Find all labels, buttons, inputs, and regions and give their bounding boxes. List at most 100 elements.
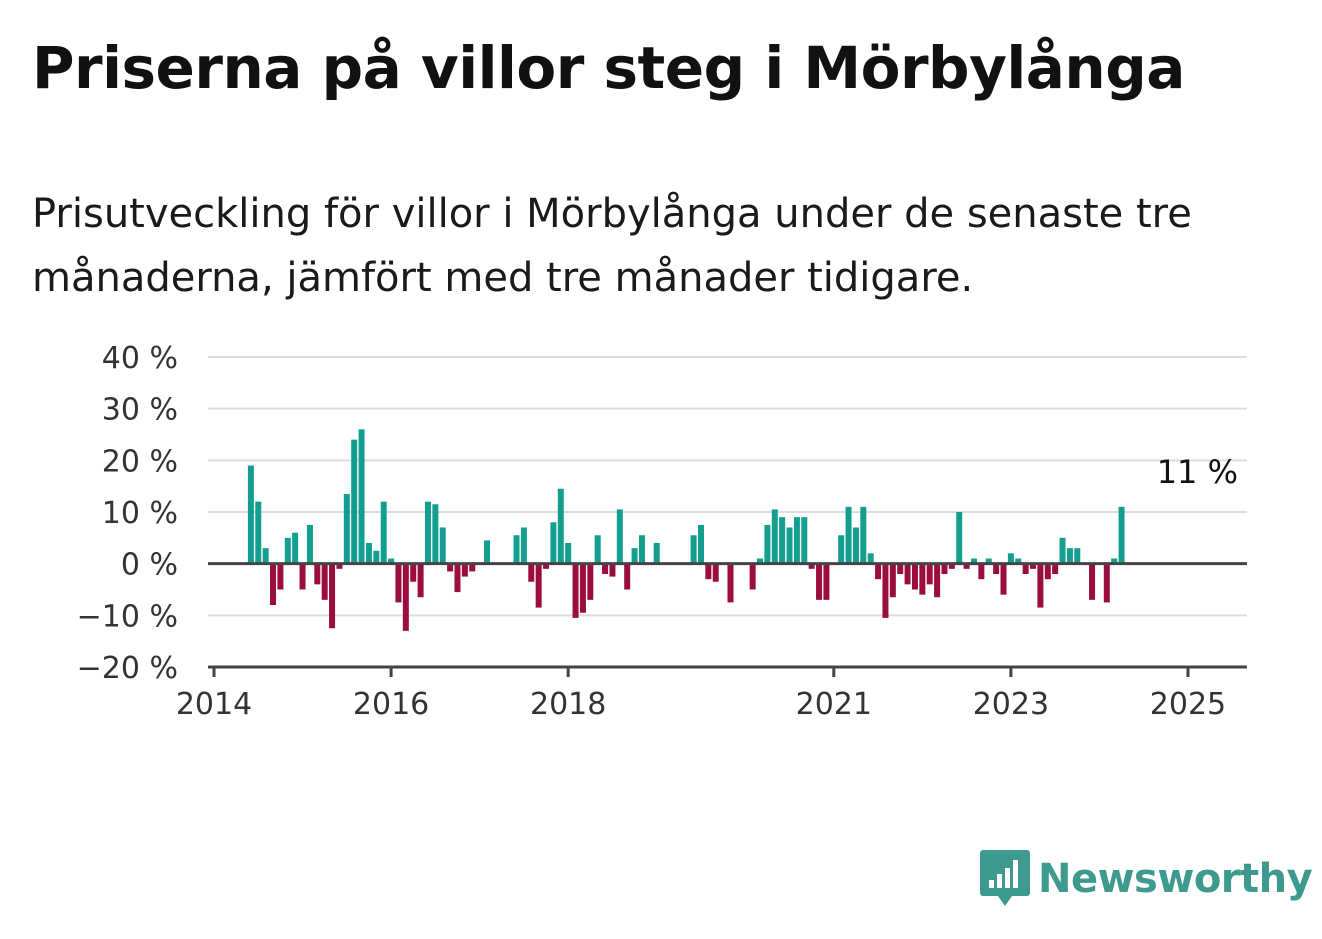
bar [993, 563, 1000, 574]
bar [247, 465, 254, 564]
bar [1103, 563, 1110, 603]
bar [365, 543, 372, 564]
bar [867, 553, 874, 564]
bar [911, 563, 918, 590]
bar [978, 563, 985, 580]
bar [299, 563, 306, 590]
bars [247, 429, 1125, 631]
bar [838, 535, 845, 564]
bar [793, 517, 800, 564]
bar [321, 563, 328, 600]
bar [579, 563, 586, 613]
bar [1089, 563, 1096, 600]
bar [1044, 563, 1051, 580]
bar [852, 527, 859, 564]
bar [284, 537, 291, 564]
newsworthy-logo: Newsworthy [980, 850, 1313, 908]
bar [557, 488, 564, 564]
last-value-label: 11 % [1157, 453, 1238, 491]
bar [1074, 548, 1081, 564]
bar [388, 558, 395, 564]
bar-chart: −20 %−10 %0 %10 %20 %30 %40 % 2014 2016 20… [77, 341, 1247, 722]
bar [970, 558, 977, 564]
bar [520, 527, 527, 564]
bar [535, 563, 542, 608]
bar [565, 543, 572, 564]
x-tick-label: 2025 [1150, 687, 1226, 722]
x-tick-label: 2014 [176, 687, 252, 722]
bar [417, 563, 424, 598]
bar [1052, 563, 1059, 574]
annotations: 11 % [1157, 453, 1238, 491]
y-tick-label: 20 % [102, 444, 178, 479]
bar [712, 563, 719, 582]
bar [528, 563, 535, 582]
chart-subtitle: Prisutveckling för villor i Mörbylånga u… [32, 191, 1192, 301]
bar [454, 563, 461, 593]
bar [424, 501, 431, 564]
bar [801, 517, 808, 564]
bar [948, 563, 955, 569]
bar [402, 563, 409, 631]
x-tick-label: 2023 [973, 687, 1049, 722]
bar [329, 563, 336, 629]
y-tick-label: 40 % [102, 341, 178, 376]
bar [351, 439, 358, 564]
bar [447, 563, 454, 572]
bar [786, 527, 793, 564]
bar [638, 535, 645, 564]
bar [904, 563, 911, 585]
bar [543, 563, 550, 569]
bar [373, 550, 380, 564]
bar [697, 524, 704, 564]
x-axis-labels: 2014 2016 2018 2021 2023 2025 [176, 667, 1226, 722]
y-tick-label: −20 % [77, 651, 178, 686]
bar [631, 548, 638, 564]
x-tick-label: 2021 [796, 687, 872, 722]
bar [572, 563, 579, 618]
y-tick-label: 30 % [102, 393, 178, 428]
bar [513, 535, 520, 564]
bar [963, 563, 970, 569]
bar [727, 563, 734, 603]
bar [270, 563, 277, 605]
x-tick-label: 2018 [530, 687, 606, 722]
bar [292, 532, 299, 564]
bar [624, 563, 631, 590]
bar [823, 563, 830, 600]
bar [1030, 563, 1037, 569]
bar [941, 563, 948, 574]
bar [816, 563, 823, 600]
y-tick-label: 10 % [102, 496, 178, 531]
bar [926, 563, 933, 585]
bar [956, 512, 963, 564]
bar [882, 563, 889, 618]
bar [255, 501, 262, 564]
bar [1037, 563, 1044, 608]
bar [771, 509, 778, 564]
bar [653, 543, 660, 564]
bar [1111, 558, 1118, 564]
x-tick-label: 2016 [353, 687, 429, 722]
bar [705, 563, 712, 580]
bar [845, 506, 852, 564]
bar [550, 522, 557, 564]
bar [484, 540, 491, 564]
bar [587, 563, 594, 600]
brand-name: Newsworthy [1038, 856, 1313, 902]
bar [1118, 506, 1125, 564]
y-tick-label: −10 % [77, 599, 178, 634]
bar [461, 563, 468, 577]
bar [779, 517, 786, 564]
bar [306, 524, 313, 564]
bar [919, 563, 926, 595]
bar [808, 563, 815, 569]
bar [985, 558, 992, 564]
y-tick-label: 0 % [121, 548, 178, 583]
bar [469, 563, 476, 572]
bar [1066, 548, 1073, 564]
bar [395, 563, 402, 603]
bar [616, 509, 623, 564]
bar [1000, 563, 1007, 595]
bar [432, 504, 439, 564]
